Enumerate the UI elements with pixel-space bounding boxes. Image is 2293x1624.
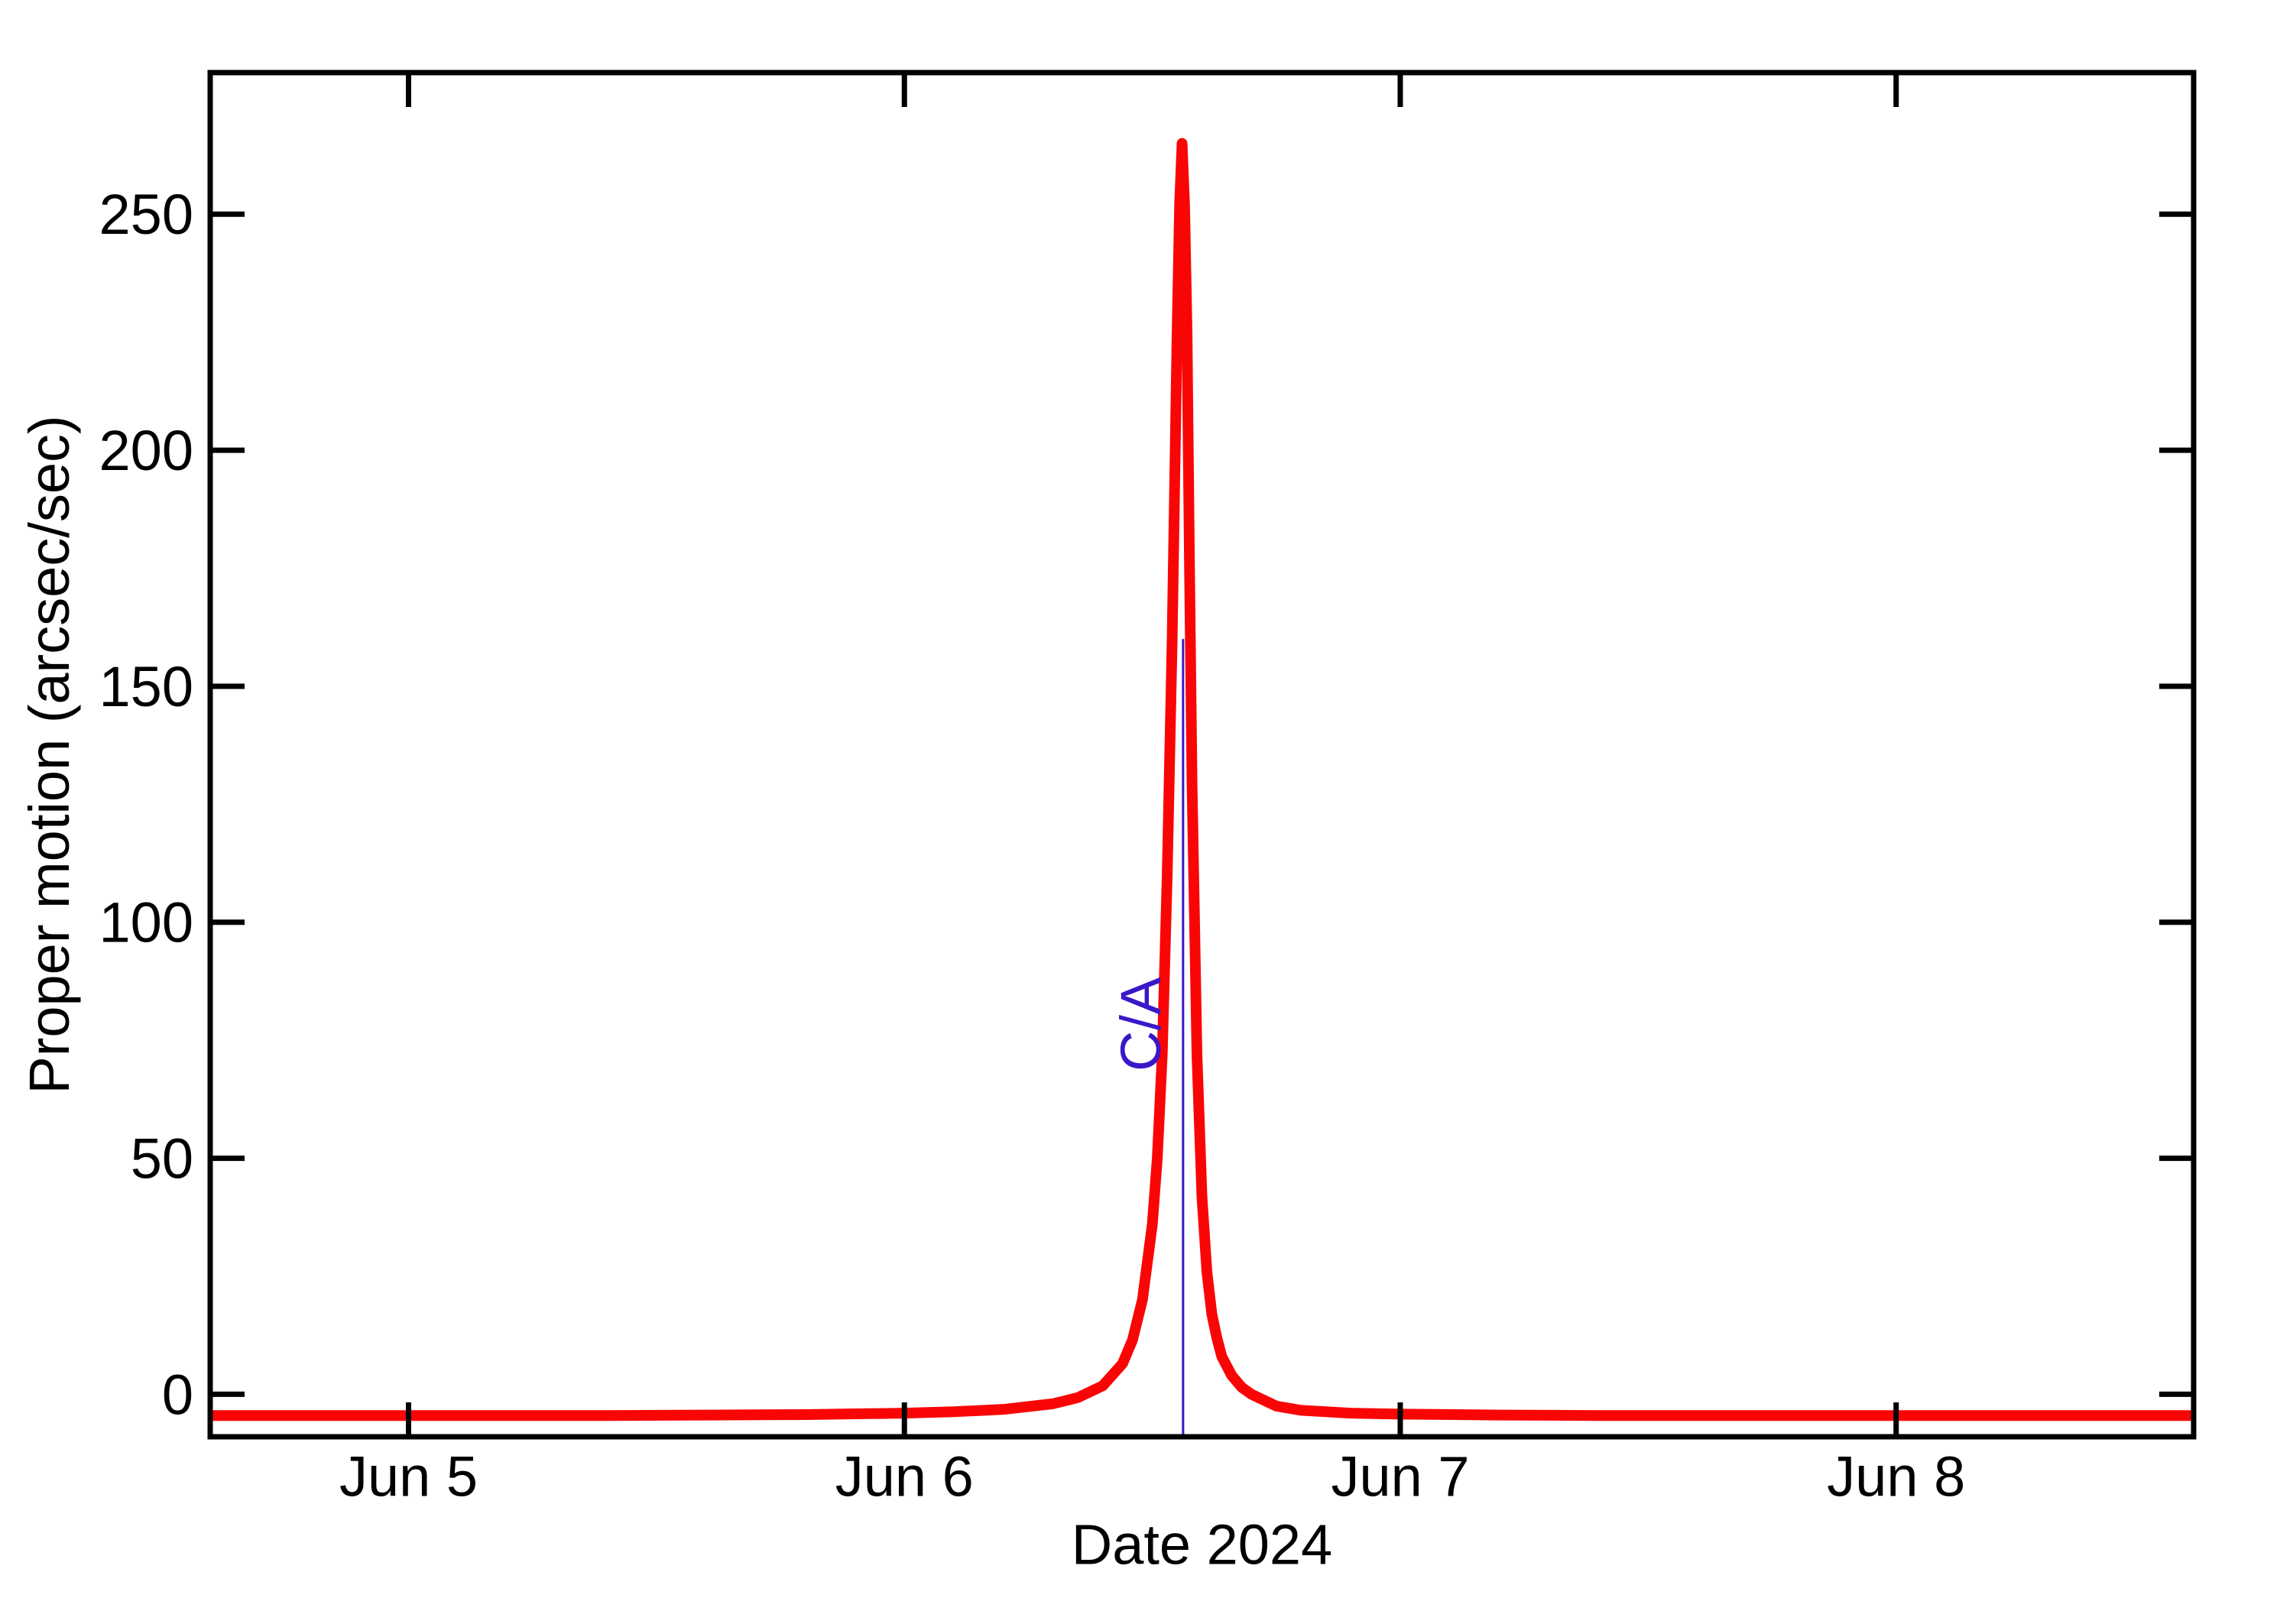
ytick-label: 50 bbox=[131, 1126, 193, 1190]
ytick-label: 200 bbox=[99, 419, 193, 482]
ca-label: C/A bbox=[1109, 977, 1172, 1071]
chart-background bbox=[0, 0, 2293, 1624]
xtick-label: Jun 7 bbox=[1331, 1445, 1469, 1509]
ytick-label: 250 bbox=[99, 183, 193, 246]
proper-motion-chart: Jun 5 Jun 6 Jun 7 Jun 8 0 50 100 150 200 250 Date … bbox=[0, 0, 2293, 1624]
xtick-label: Jun 6 bbox=[835, 1445, 974, 1509]
ytick-label: 100 bbox=[99, 891, 193, 955]
y-axis-label: Proper motion (arcsec/sec) bbox=[18, 415, 81, 1094]
ytick-label: 0 bbox=[162, 1363, 193, 1426]
x-axis-label: Date 2024 bbox=[1072, 1513, 1333, 1577]
chart-container: Jun 5 Jun 6 Jun 7 Jun 8 0 50 100 150 200 250 Date … bbox=[0, 0, 2293, 1624]
xtick-label: Jun 8 bbox=[1827, 1445, 1965, 1509]
xtick-label: Jun 5 bbox=[339, 1445, 478, 1509]
ytick-label: 150 bbox=[99, 655, 193, 718]
